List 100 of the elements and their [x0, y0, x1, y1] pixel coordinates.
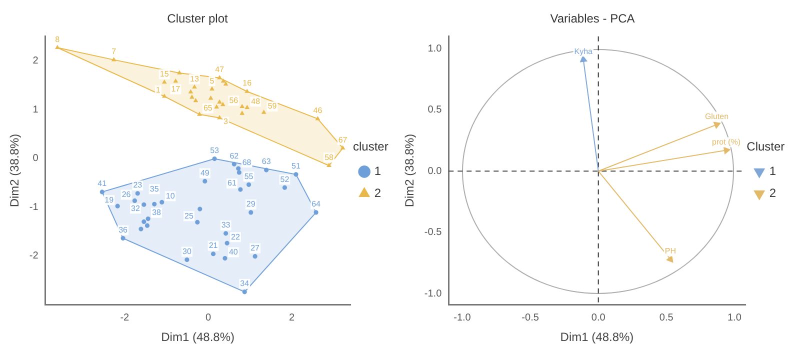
annotation: 27	[250, 244, 260, 253]
y-tick-label: 1.0	[428, 43, 442, 54]
point	[174, 78, 178, 83]
annotation: 16	[242, 78, 252, 88]
point	[240, 104, 244, 108]
annotation: 55	[244, 172, 254, 181]
annotation: 10	[166, 191, 176, 200]
y-tick-label: -1	[29, 202, 39, 213]
point	[224, 240, 230, 246]
annotation: 26	[122, 190, 132, 199]
annotation: 33	[221, 220, 231, 230]
point	[236, 170, 242, 175]
y-tick-label: 0.0	[428, 166, 442, 177]
point	[194, 98, 198, 102]
point	[666, 256, 674, 262]
annotation: 64	[312, 200, 322, 209]
annotation: 7	[112, 47, 117, 56]
annotation: 29	[246, 200, 256, 209]
legend-label: 2	[769, 186, 776, 200]
point	[240, 111, 244, 115]
point	[224, 231, 228, 236]
annotation: 25	[184, 211, 194, 220]
annotation: 22	[231, 232, 241, 242]
annotation: 35	[150, 184, 160, 194]
y-tick-label: 2	[32, 56, 39, 67]
point	[190, 95, 194, 99]
y-tick-label: 0	[32, 153, 39, 164]
annotation: 65	[203, 104, 213, 113]
point	[132, 198, 138, 204]
point	[202, 178, 208, 184]
point	[146, 216, 150, 222]
y-tick-label: -2	[29, 250, 39, 262]
annotation: 46	[313, 106, 323, 116]
x-tick-label: -2	[120, 312, 130, 324]
x-axis-title: Dim1 (48.8%)	[161, 330, 234, 344]
point	[142, 219, 146, 224]
annotation: 48	[251, 96, 261, 106]
chart-title: Variables - PCA	[550, 12, 635, 26]
annotation: prot (%)	[712, 137, 741, 146]
point	[160, 200, 164, 204]
point	[220, 102, 225, 106]
y-tick-label: -0.5	[424, 227, 442, 238]
annotation: 67	[338, 135, 348, 144]
annotation: 30	[182, 246, 192, 256]
x-tick-label: -1.0	[454, 312, 472, 324]
annotation: 40	[228, 247, 238, 256]
annotation: 19	[104, 195, 114, 204]
y-axis-title: Dim2 (38.8%)	[8, 134, 22, 208]
legend-title: cluster	[352, 140, 388, 154]
annotation: 56	[229, 96, 239, 105]
x-tick-label: 1.0	[727, 312, 742, 324]
annotation: 58	[324, 152, 334, 162]
point	[724, 147, 730, 154]
annotation: 17	[171, 84, 181, 94]
point	[210, 86, 214, 90]
annotation: 21	[208, 241, 218, 250]
annotation: PH	[664, 246, 676, 256]
annotation: 59	[268, 102, 278, 111]
annotation: 32	[131, 204, 140, 213]
point	[236, 166, 241, 171]
annotation: 23	[133, 180, 143, 190]
annotation: 62	[230, 151, 240, 160]
point	[184, 257, 190, 262]
point	[208, 96, 213, 100]
y-axis-title: Dim2 (38.8%)	[402, 134, 417, 208]
x-tick-label: 2	[289, 312, 296, 324]
point	[188, 90, 193, 94]
annotation: 13	[190, 74, 200, 84]
point	[246, 182, 252, 187]
point	[162, 80, 166, 84]
point	[248, 210, 254, 215]
annotation: 49	[200, 168, 210, 178]
legend-title: Cluster	[746, 140, 785, 154]
annotation: 34	[240, 279, 250, 288]
legend-label: 1	[374, 164, 382, 178]
annotation: 5	[210, 76, 215, 86]
point	[245, 105, 250, 109]
annotation: 52	[280, 174, 290, 184]
annotation: 36	[118, 225, 128, 234]
point	[138, 226, 144, 232]
point	[152, 202, 157, 206]
y-tick-label: -1.0	[424, 288, 442, 300]
annotation: 61	[228, 178, 237, 188]
annotation: 51	[292, 162, 302, 171]
point	[217, 100, 222, 104]
point	[198, 206, 202, 212]
annotation: 53	[210, 146, 220, 155]
point	[210, 252, 216, 256]
legend-label: 1	[769, 164, 776, 178]
point	[142, 202, 146, 207]
annotation: 68	[242, 158, 252, 167]
annotation: 3	[224, 117, 229, 126]
point	[115, 204, 120, 208]
annotation: 41	[98, 179, 108, 188]
x-tick-label: 0.0	[591, 312, 606, 324]
legend-label: 2	[374, 186, 382, 200]
annotation: Kyha	[574, 46, 594, 56]
y-tick-label: 1	[32, 104, 39, 116]
point	[222, 256, 228, 261]
point	[214, 104, 219, 109]
